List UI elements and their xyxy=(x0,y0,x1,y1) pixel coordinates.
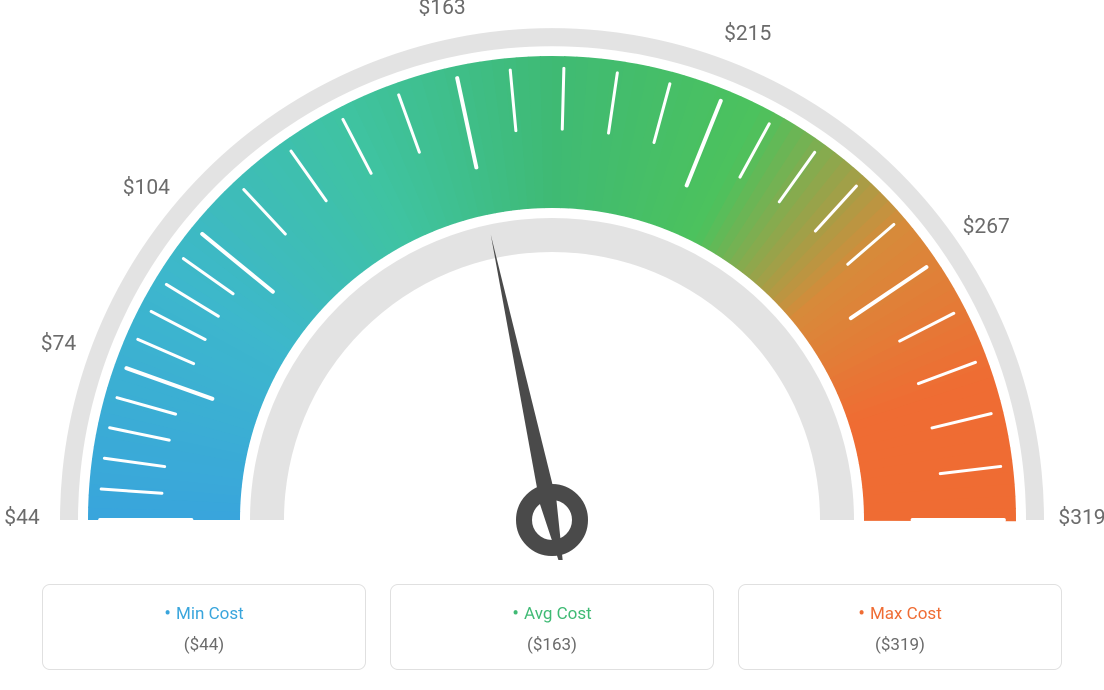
gauge-scale-label: $74 xyxy=(41,332,76,356)
cost-gauge: $44 $74 $104 $163 $215 $267 $319 xyxy=(0,0,1104,560)
gauge-scale-label: $215 xyxy=(724,22,771,46)
legend-max-label: Max Cost xyxy=(751,601,1049,625)
gauge-scale-label: $319 xyxy=(1058,506,1104,530)
legend-card-avg: Avg Cost ($163) xyxy=(390,584,714,670)
legend-card-max: Max Cost ($319) xyxy=(738,584,1062,670)
legend-avg-label: Avg Cost xyxy=(403,601,701,625)
gauge-scale-label: $267 xyxy=(963,215,1010,239)
legend-max-value: ($319) xyxy=(751,635,1049,655)
gauge-scale-label: $44 xyxy=(4,506,39,530)
gauge-svg xyxy=(0,0,1104,560)
legend-min-label: Min Cost xyxy=(55,601,353,625)
legend-card-min: Min Cost ($44) xyxy=(42,584,366,670)
legend-row: Min Cost ($44) Avg Cost ($163) Max Cost … xyxy=(42,584,1062,670)
gauge-scale-label: $163 xyxy=(418,0,465,20)
legend-min-value: ($44) xyxy=(55,635,353,655)
gauge-scale-label: $104 xyxy=(123,176,170,200)
legend-avg-value: ($163) xyxy=(403,635,701,655)
